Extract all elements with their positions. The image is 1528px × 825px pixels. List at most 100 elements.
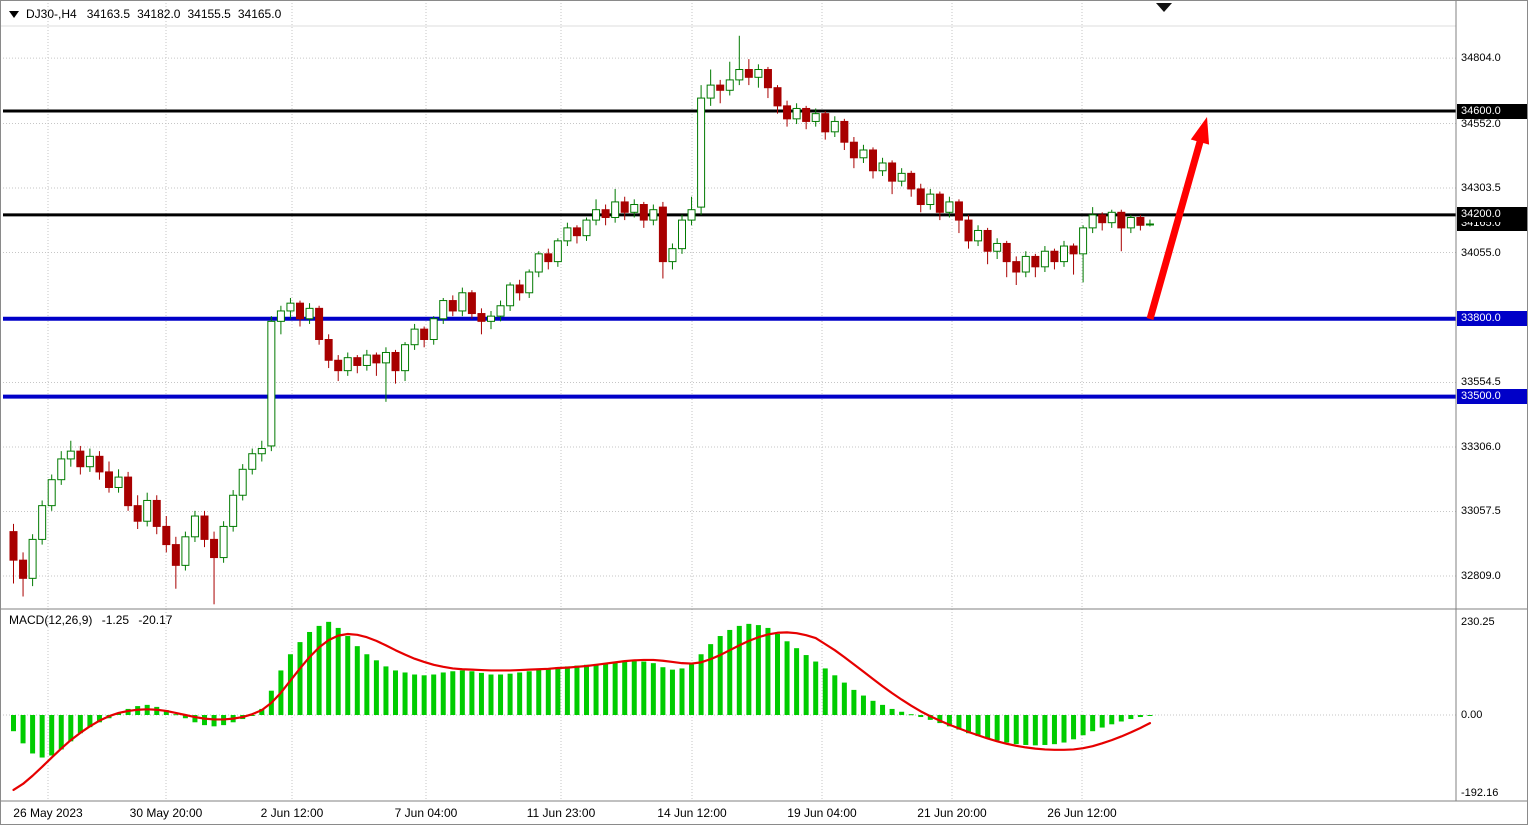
candle-body	[286, 302, 295, 312]
chart-menu-arrow-icon	[9, 10, 19, 18]
candle-body	[1040, 250, 1049, 268]
macd-histogram-bar	[393, 670, 398, 715]
candle-body	[1107, 211, 1116, 224]
macd-histogram-bar	[431, 674, 437, 715]
candle-body	[553, 240, 562, 263]
macd-histogram-bar	[1042, 715, 1048, 745]
macd-histogram-bar	[192, 715, 198, 723]
candle-body	[964, 219, 973, 242]
candle-body	[658, 206, 667, 263]
candle-body	[171, 544, 180, 566]
macd-histogram-bar	[1109, 715, 1115, 725]
macd-histogram-bar	[918, 715, 924, 718]
macd-histogram-bar	[564, 666, 570, 715]
macd-histogram-bar	[889, 708, 895, 715]
macd-histogram-bar	[899, 711, 905, 715]
candle-body	[678, 219, 686, 250]
candle-body	[467, 292, 476, 315]
candle-body	[324, 339, 333, 361]
chart-shift-marker-icon[interactable]	[1156, 3, 1172, 12]
macd-histogram-bar	[669, 669, 675, 715]
candle-body	[401, 344, 410, 372]
candle-body	[869, 149, 877, 172]
candle-body	[954, 201, 963, 221]
candle-body	[1145, 223, 1154, 226]
candle-body	[296, 302, 304, 320]
candle-body	[1031, 255, 1040, 268]
candle-body	[878, 162, 887, 172]
macd-histogram-bar	[163, 710, 169, 715]
candle-body	[219, 525, 228, 559]
candle-body	[983, 229, 992, 252]
macd-histogram-bar	[985, 715, 991, 739]
candle-body	[763, 69, 772, 89]
candle-body	[916, 188, 925, 206]
candle-body	[238, 468, 247, 496]
candle-body	[849, 141, 858, 159]
candle-body	[687, 209, 696, 221]
macd-histogram-bar	[507, 673, 513, 715]
macd-histogram-bar	[946, 715, 952, 727]
macd-histogram-bar	[794, 648, 800, 715]
macd-histogram-bar	[173, 714, 179, 716]
macd-histogram-bar	[1090, 715, 1096, 732]
candle-body	[95, 455, 104, 473]
candle-body	[1117, 211, 1126, 229]
macd-signal-line	[12, 631, 1152, 792]
candle-body	[773, 87, 782, 107]
macd-histogram-bar	[1071, 715, 1077, 740]
candle-body	[229, 494, 238, 527]
candle-body	[487, 315, 495, 322]
candle-body	[1021, 255, 1030, 273]
candle-body	[124, 476, 133, 507]
macd-histogram-bar	[689, 664, 695, 715]
macd-histogram-bar	[307, 631, 313, 715]
macd-histogram-bar	[908, 714, 914, 716]
candle-body	[888, 162, 897, 182]
macd-histogram-bar	[717, 636, 723, 715]
macd-histogram-bar	[775, 634, 780, 715]
candle-body	[716, 84, 725, 91]
ohlc-low: 34155.5	[187, 7, 231, 21]
candle-body	[47, 479, 56, 507]
candle-body	[639, 204, 648, 221]
candle-body	[248, 453, 257, 470]
candle-body	[706, 84, 715, 99]
macd-histogram-bar	[316, 625, 322, 715]
candle-body	[372, 354, 381, 364]
macd-histogram-bar	[383, 666, 389, 715]
macd-histogram-bar	[1013, 715, 1019, 745]
trend-arrow-shaft	[1146, 137, 1205, 320]
candle-body	[1136, 216, 1145, 226]
macd-histogram-bar	[96, 715, 102, 723]
macd-histogram-bar	[58, 715, 64, 750]
macd-histogram-bar	[975, 715, 981, 737]
macd-histogram-bar	[517, 672, 523, 715]
candle-body	[821, 113, 830, 133]
candle-body	[334, 359, 343, 372]
macd-header: MACD(12,26,9) -1.25 -20.17	[9, 613, 178, 627]
macd-histogram-bar	[440, 672, 446, 715]
macd-histogram-bar	[77, 715, 83, 734]
macd-histogram-bar	[927, 715, 933, 720]
candle-body	[563, 227, 572, 242]
macd-indicator-label: MACD(12,26,9)	[9, 613, 93, 627]
macd-histogram-bar	[1061, 715, 1067, 743]
candle-body	[544, 253, 553, 263]
macd-histogram-bar	[488, 674, 494, 715]
candle-body	[620, 201, 629, 213]
candle-body	[897, 172, 906, 182]
macd-histogram-bar	[584, 664, 589, 715]
candle-body	[506, 284, 515, 307]
candle-body	[592, 209, 601, 221]
macd-histogram-bar	[1147, 715, 1153, 716]
candle-body	[76, 450, 85, 468]
candle-body	[190, 515, 199, 538]
ohlc-high: 34182.0	[137, 7, 181, 21]
macd-histogram-bar	[68, 715, 74, 742]
macd-histogram-bar	[182, 715, 188, 719]
macd-histogram-bar	[459, 670, 465, 715]
macd-histogram-bar	[631, 661, 637, 715]
